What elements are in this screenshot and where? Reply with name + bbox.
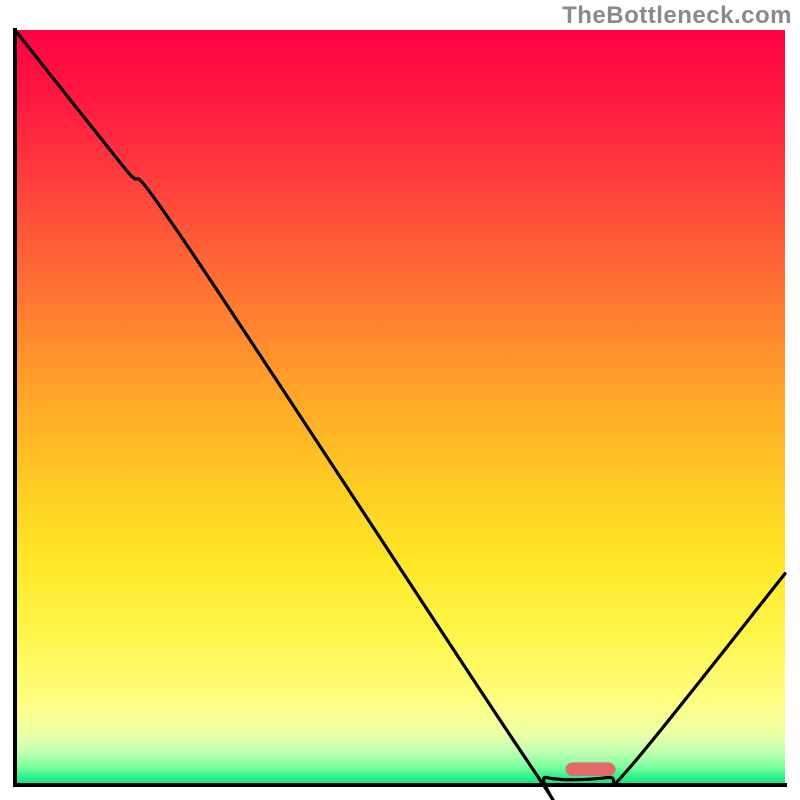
watermark-text: TheBottleneck.com bbox=[562, 2, 792, 30]
bottleneck-chart bbox=[0, 0, 800, 800]
optimal-zone-marker bbox=[566, 762, 616, 776]
plot-background bbox=[15, 30, 785, 785]
